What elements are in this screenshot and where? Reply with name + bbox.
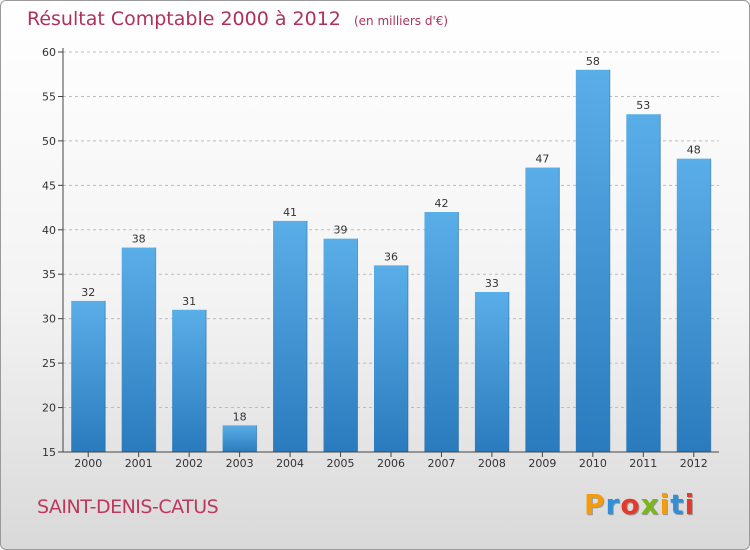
bar-2000 — [71, 300, 106, 452]
data-label: 58 — [586, 55, 600, 68]
x-tick-label: 2003 — [226, 457, 254, 470]
data-label: 47 — [535, 153, 549, 166]
bar-2005 — [323, 238, 358, 452]
data-label: 36 — [384, 250, 398, 263]
logo-letter: t — [670, 488, 685, 521]
data-label: 38 — [132, 233, 146, 246]
y-tick-label: 45 — [42, 179, 56, 192]
x-tick-label: 2012 — [680, 457, 708, 470]
logo-letter: P — [584, 488, 606, 521]
y-tick-label: 15 — [42, 446, 56, 459]
data-label: 31 — [182, 295, 196, 308]
commune-name: SAINT-DENIS-CATUS — [37, 496, 219, 518]
bars — [71, 69, 712, 453]
axes — [58, 48, 719, 457]
y-tick-label: 30 — [42, 313, 56, 326]
logo-letter: i — [684, 488, 696, 521]
bar-2011 — [626, 114, 661, 452]
x-tick-label: 2011 — [629, 457, 657, 470]
x-tick-label: 2006 — [377, 457, 405, 470]
y-tick-label: 55 — [42, 90, 56, 103]
bar-2004 — [273, 220, 308, 452]
y-tick-label: 40 — [42, 224, 56, 237]
bar-2010 — [575, 69, 610, 453]
x-tick-label: 2004 — [276, 457, 304, 470]
x-tick-label: 2002 — [175, 457, 203, 470]
bar-2009 — [525, 167, 560, 453]
data-label: 42 — [434, 197, 448, 210]
x-tick-label: 2007 — [427, 457, 455, 470]
logo-letter: i — [659, 488, 671, 521]
y-tick-label: 20 — [42, 402, 56, 415]
bar-2006 — [374, 265, 408, 452]
data-label: 18 — [233, 410, 247, 423]
bar-2002 — [172, 309, 207, 452]
bar-2003 — [222, 425, 257, 452]
y-tick-label: 35 — [42, 268, 56, 281]
bar-2008 — [474, 292, 509, 452]
labels: 15 20 25 30 35 40 45 50 55 60 32 2000 38 2001 31 2002 18… — [42, 46, 708, 470]
x-tick-label: 2000 — [74, 457, 102, 470]
x-tick-label: 2001 — [125, 457, 153, 470]
data-label: 41 — [283, 206, 297, 219]
logo-letter: r — [605, 488, 621, 521]
data-label: 33 — [485, 277, 499, 290]
logo-letter: x — [640, 488, 660, 521]
logo-letter: o — [620, 488, 641, 521]
chart-title-text: Résultat Comptable 2000 à 2012 — [27, 8, 341, 30]
x-tick-label: 2010 — [579, 457, 607, 470]
y-tick-label: 50 — [42, 135, 56, 148]
data-label: 32 — [81, 286, 95, 299]
y-tick-label: 60 — [42, 46, 56, 59]
data-label: 39 — [334, 224, 348, 237]
x-tick-label: 2008 — [478, 457, 506, 470]
chart-title: Résultat Comptable 2000 à 2012 (en milli… — [27, 8, 448, 30]
bar-2012 — [676, 158, 711, 452]
bar-2001 — [121, 247, 156, 452]
bar-2007 — [424, 212, 459, 452]
chart-unit: (en milliers d'€) — [353, 14, 449, 28]
data-label: 53 — [636, 99, 650, 112]
x-tick-label: 2009 — [528, 457, 556, 470]
proxiti-logo: Proxiti — [584, 488, 695, 521]
data-label: 48 — [687, 144, 701, 157]
y-tick-label: 25 — [42, 357, 56, 370]
x-tick-label: 2005 — [327, 457, 355, 470]
